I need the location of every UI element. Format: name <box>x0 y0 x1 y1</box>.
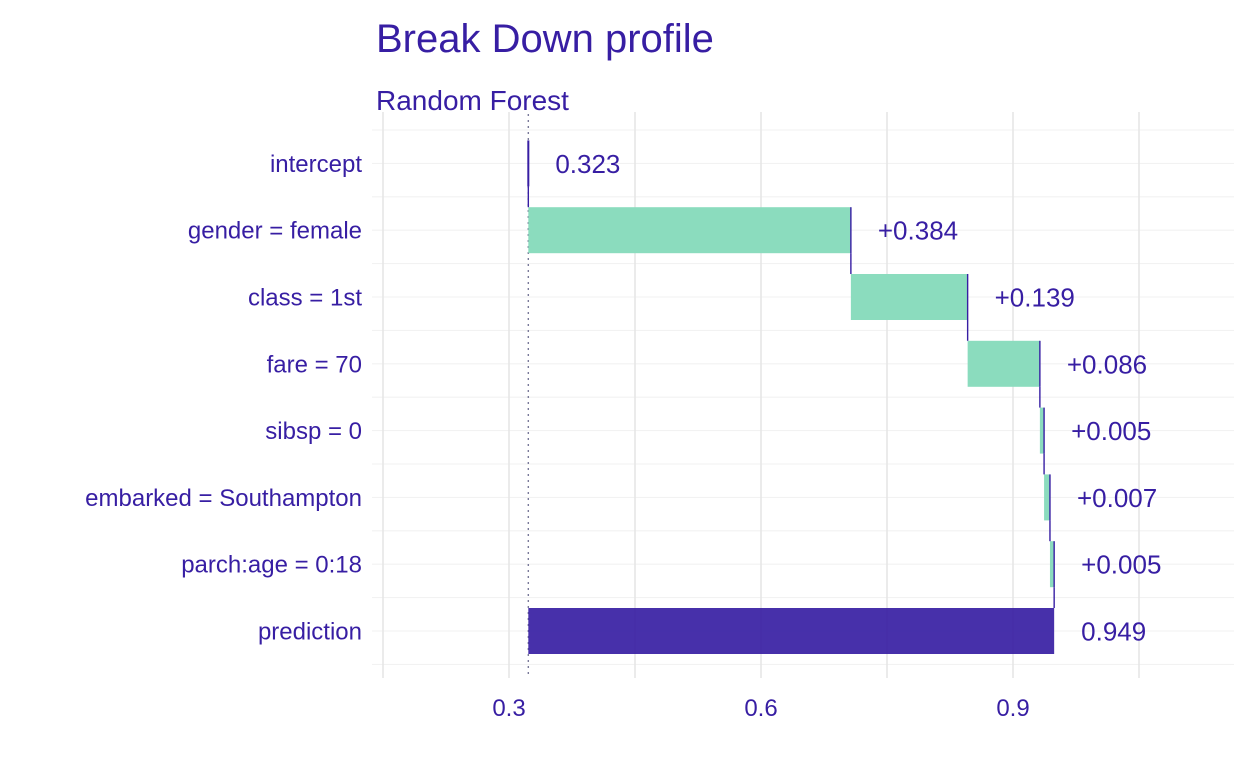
bar-prediction <box>528 608 1055 654</box>
data-labels: 0.323 +0.384 +0.139 +0.086 +0.005 +0.007 +0.00… <box>555 149 1161 647</box>
y-label: fare = 70 <box>267 351 362 378</box>
y-label: parch:age = 0:18 <box>181 552 362 579</box>
y-label: intercept <box>270 151 362 178</box>
data-label: +0.005 <box>1071 416 1151 446</box>
y-label: prediction <box>258 619 362 646</box>
data-label: +0.139 <box>995 283 1075 313</box>
y-label: class = 1st <box>248 285 362 312</box>
bar-class-1st <box>850 274 968 320</box>
chart-title: Break Down profile <box>376 17 714 61</box>
connectors <box>527 186 1055 608</box>
y-label: sibsp = 0 <box>265 418 362 445</box>
y-axis-labels: intercept gender = female class = 1st fare … <box>85 151 362 646</box>
bar-parch-age-0-18 <box>1049 541 1055 588</box>
x-tick-label: 0.9 <box>996 695 1029 722</box>
bar-sibsp-0 <box>1039 407 1045 454</box>
x-tick-label: 0.6 <box>744 695 777 722</box>
bar-embarked-southampton <box>1044 474 1050 521</box>
grid-lines <box>372 112 1234 678</box>
data-label: 0.949 <box>1081 617 1146 647</box>
data-label: +0.384 <box>878 216 958 246</box>
y-label: gender = female <box>188 218 362 245</box>
data-label: +0.005 <box>1081 550 1161 580</box>
x-tick-label: 0.3 <box>492 695 525 722</box>
x-axis-ticks: 0.3 0.6 0.9 <box>492 695 1029 722</box>
bar-fare-70 <box>967 340 1040 387</box>
bar-gender-female <box>528 207 851 254</box>
data-label: +0.007 <box>1077 483 1157 513</box>
data-label: +0.086 <box>1067 349 1147 379</box>
y-label: embarked = Southampton <box>85 485 362 512</box>
data-label: 0.323 <box>555 149 620 179</box>
bars <box>527 140 1055 654</box>
chart-subtitle: Random Forest <box>376 85 569 116</box>
